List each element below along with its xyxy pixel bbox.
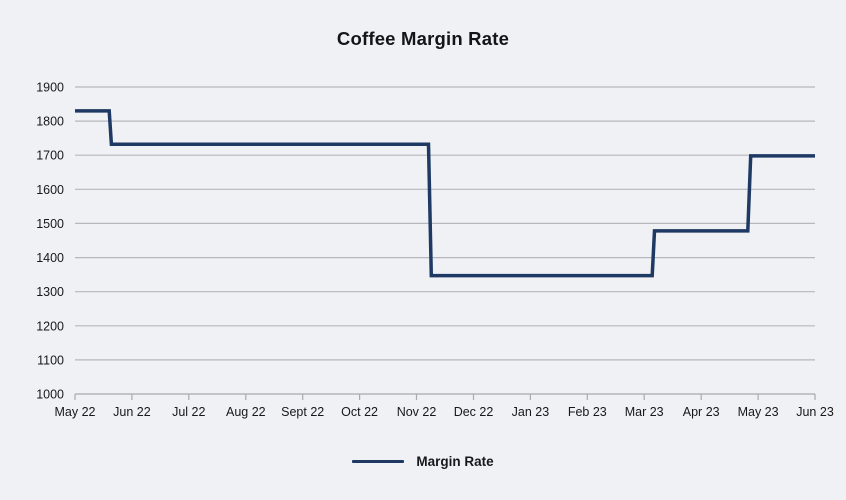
y-tick-label: 1100 xyxy=(37,353,64,367)
legend-line-swatch xyxy=(352,459,405,464)
x-tick-label: May 22 xyxy=(55,405,96,419)
y-tick-label: 1500 xyxy=(36,217,64,231)
y-tick-label: 1800 xyxy=(36,115,64,129)
x-tick-label: Feb 23 xyxy=(568,405,607,419)
x-tick-label: Jun 23 xyxy=(796,405,834,419)
x-tick-label: Nov 22 xyxy=(397,405,437,419)
x-tick-label: Aug 22 xyxy=(226,405,266,419)
x-tick-label: Jul 22 xyxy=(172,405,205,419)
x-tick-label: Jan 23 xyxy=(512,405,550,419)
x-tick-label: Jun 22 xyxy=(113,405,151,419)
y-tick-label: 1200 xyxy=(36,319,64,333)
x-tick-label: Apr 23 xyxy=(683,405,720,419)
series-line-margin-rate[interactable] xyxy=(75,109,815,278)
y-tick-label: 1300 xyxy=(36,285,64,299)
y-tick-label: 1700 xyxy=(36,149,64,163)
y-tick-label: 1600 xyxy=(36,183,64,197)
y-tick-label: 1000 xyxy=(36,388,64,402)
chart-title: Coffee Margin Rate xyxy=(336,28,510,49)
x-tick-label: Dec 22 xyxy=(454,405,494,419)
x-tick-label: Oct 22 xyxy=(341,405,378,419)
y-tick-label: 1900 xyxy=(36,81,64,95)
x-tick-label: Sept 22 xyxy=(281,405,324,419)
legend-label: Margin Rate xyxy=(416,454,494,469)
y-tick-label: 1400 xyxy=(36,251,64,265)
x-tick-label: Mar 23 xyxy=(625,405,664,419)
legend[interactable]: Margin Rate xyxy=(0,454,846,469)
x-tick-label: May 23 xyxy=(738,405,779,419)
